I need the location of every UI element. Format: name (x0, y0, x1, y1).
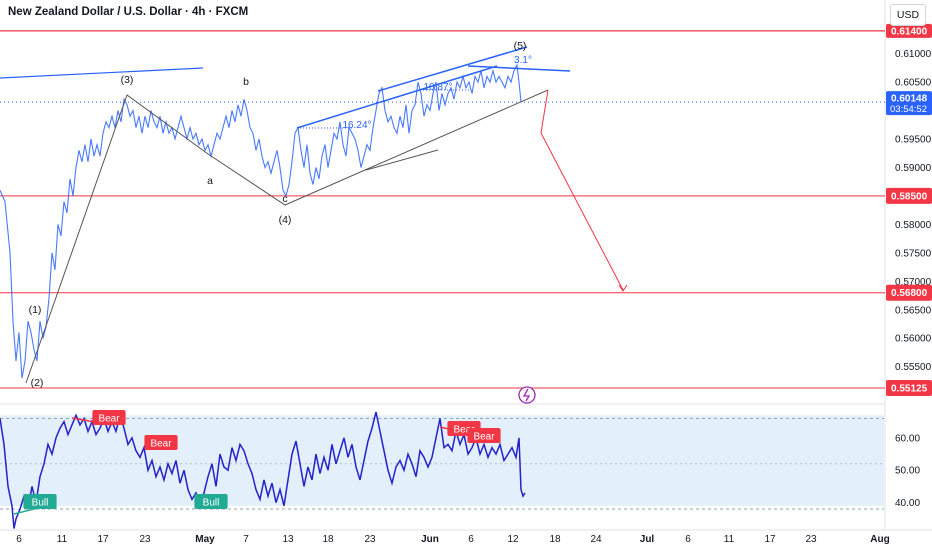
price-tick-label: 0.59500 (895, 135, 932, 146)
rsi-tick-label: 50.00 (895, 466, 920, 477)
price-tick-label: 0.60500 (895, 78, 932, 89)
time-tick-label: Jul (640, 534, 655, 545)
price-tick-label: 0.59000 (895, 163, 932, 174)
time-tick-label: 11 (57, 534, 68, 545)
wave-label: b (243, 76, 249, 88)
bear-tag-text: Bear (473, 432, 495, 443)
price-level-badge (886, 187, 932, 204)
time-tick-label: 17 (97, 534, 109, 545)
current-price-badge (886, 91, 932, 116)
price-tick-label: 0.61000 (895, 49, 932, 60)
time-tick-label: 13 (282, 534, 294, 545)
time-tick-label: 7 (243, 534, 249, 545)
wave-label: (1) (29, 304, 42, 316)
angle-label: 16.24° (342, 120, 371, 131)
trendline-gray-lower (365, 149, 439, 171)
time-tick-label: 11 (724, 534, 735, 545)
bear-tag-text: Bear (453, 425, 475, 436)
time-tick-label: 6 (685, 534, 691, 545)
time-tick-label: 23 (139, 534, 151, 545)
time-tick-label: 23 (805, 534, 817, 545)
price-level-badge-text: 0.56800 (891, 288, 928, 299)
angle-label: 10.87° (423, 82, 452, 93)
time-tick-label: 12 (507, 534, 519, 545)
price-series-line (0, 63, 522, 379)
current-price-text: 0.60148 (891, 94, 928, 105)
trendline-blue-left (0, 67, 204, 79)
price-tick-label: 0.57000 (895, 277, 932, 288)
time-tick-label: Jun (421, 534, 439, 545)
projection-arrowhead (618, 284, 628, 292)
chart-title: New Zealand Dollar / U.S. Dollar · 4h · … (8, 6, 249, 18)
rsi-tick-label: 40.00 (895, 498, 920, 509)
price-level-badge (886, 284, 932, 301)
bear-tag (92, 410, 126, 425)
wave-label: (4) (279, 214, 292, 226)
lightning-bolt-glyph (522, 388, 531, 402)
bear-tag-text: Bear (150, 439, 172, 450)
projection-red-path (540, 89, 624, 291)
bull-tag-text: Bull (32, 498, 49, 509)
currency-button[interactable]: USD (890, 4, 926, 26)
rsi-tick-label: 60.00 (895, 433, 920, 444)
wave-label: (2) (31, 377, 44, 389)
bear-tag (467, 428, 501, 443)
price-tick-label: 0.57500 (895, 248, 932, 259)
price-tick-label: 0.55500 (895, 362, 932, 373)
time-tick-label: 23 (364, 534, 376, 545)
bull-tag (194, 494, 228, 509)
time-tick-label: 17 (764, 534, 776, 545)
time-tick-label: 18 (322, 534, 334, 545)
wave-label: (3) (121, 74, 134, 86)
price-tick-label: 0.58000 (895, 220, 932, 231)
time-tick-label: Aug (870, 534, 889, 545)
bear-tag (144, 435, 178, 450)
bull-tag-text: Bull (203, 498, 220, 509)
time-tick-label: 6 (468, 534, 474, 545)
wave-label: a (207, 175, 213, 187)
trendline-blue-top (467, 65, 571, 72)
price-level-badge (886, 380, 932, 397)
price-level-badge-text: 0.58500 (891, 191, 928, 202)
price-label-top-text: 0.61400 (891, 26, 928, 37)
time-tick-label: May (195, 534, 215, 545)
rsi-series-line (0, 411, 526, 529)
trendline-blue-upper (377, 46, 528, 92)
price-tick-label: 0.56500 (895, 305, 932, 316)
angle-label: 3.1° (514, 55, 532, 66)
time-tick-label: 6 (16, 534, 22, 545)
countdown-text: 03:54:52 (890, 104, 927, 115)
time-tick-label: 24 (590, 534, 602, 545)
trendline-blue-channel (296, 65, 498, 129)
price-level-badge-text: 0.55125 (891, 384, 928, 395)
elliott-wave-path (25, 89, 549, 384)
time-tick-label: 18 (549, 534, 561, 545)
bear-tag-text: Bear (98, 414, 120, 425)
price-label-top (886, 23, 932, 38)
price-tick-label: 0.56000 (895, 334, 932, 345)
lightning-icon (518, 386, 536, 404)
wave-label: (5) (514, 40, 527, 52)
wave-label: c (282, 193, 287, 205)
bull-tag (23, 494, 57, 509)
